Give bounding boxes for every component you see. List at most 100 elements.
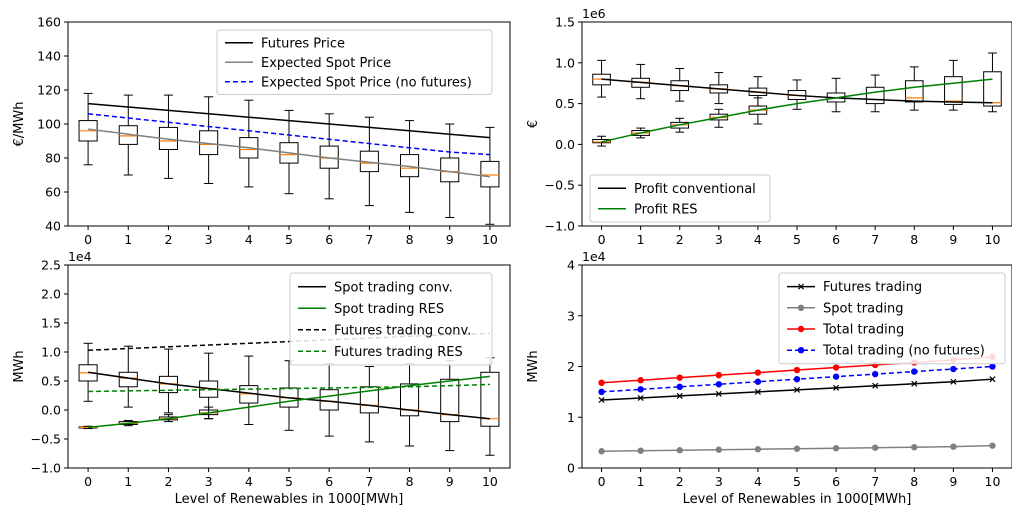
x-tick-label: 4 xyxy=(245,232,253,247)
y-tick-label: 2 xyxy=(567,359,575,374)
x-tick-label: 3 xyxy=(715,474,723,489)
y-tick-label: −1.0 xyxy=(31,461,61,476)
series-point xyxy=(950,378,957,385)
box-plot xyxy=(158,348,178,414)
legend-label: Expected Spot Price xyxy=(261,56,391,71)
series-point xyxy=(598,388,605,396)
series-point xyxy=(911,380,918,387)
series-point xyxy=(598,448,605,455)
series-point xyxy=(833,384,840,391)
box-plot xyxy=(983,52,1002,113)
x-axis-label: Level of Renewables in 1000[MWh] xyxy=(683,492,912,507)
x-tick-label: 10 xyxy=(482,474,498,489)
y-tick-label: 0 xyxy=(567,461,575,476)
x-tick-label: 6 xyxy=(832,474,840,489)
box-plot xyxy=(118,94,138,176)
series-line-3 xyxy=(88,332,490,352)
box-plot xyxy=(826,77,846,113)
y-tick-label: 2.5 xyxy=(41,258,61,273)
x-tick-label: 0 xyxy=(598,232,606,247)
legend-marker xyxy=(798,283,804,290)
x-tick-label: 1 xyxy=(124,232,132,247)
series-point xyxy=(637,386,644,393)
series-point xyxy=(989,442,996,449)
legend-label: Total trading (no futures) xyxy=(822,344,985,359)
x-tick-label: 8 xyxy=(406,474,414,489)
legend: Spot trading conv. Spot trading RES Future… xyxy=(289,272,493,366)
legend-label: Spot trading conv. xyxy=(334,280,453,295)
x-tick-label: 3 xyxy=(715,232,723,247)
x-tick-label: 7 xyxy=(365,474,373,489)
series-point xyxy=(871,370,879,378)
y-axis-label: €/MWh xyxy=(12,102,27,147)
box-plot xyxy=(319,363,339,437)
x-tick-label: 2 xyxy=(164,232,172,247)
y-tick-label: 1.5 xyxy=(555,15,575,30)
series-point xyxy=(793,366,801,374)
y-axis-label: € xyxy=(526,120,541,128)
legend-label: Spot trading xyxy=(823,301,903,316)
series-line-1 xyxy=(88,102,490,139)
series-point xyxy=(637,447,644,454)
series-point xyxy=(832,364,840,371)
box-body xyxy=(440,157,460,183)
box-plot xyxy=(239,99,259,188)
axis-offset-label: 1e4 xyxy=(68,249,92,264)
box-plot xyxy=(279,109,299,195)
box-body xyxy=(279,142,299,164)
x-tick-label: 3 xyxy=(205,232,213,247)
series-point xyxy=(637,394,644,401)
series-point xyxy=(637,377,644,384)
chart-panel-2: −1.0 −0.5 0.0 0.5 1.0 1.5 0 1 2 3 4 5 6 7 8 9 10 1e6 € Prof… xyxy=(526,6,1012,247)
x-tick-label: 6 xyxy=(325,232,333,247)
series-point xyxy=(911,443,918,451)
x-tick-label: 4 xyxy=(754,232,762,247)
chart-panel-1: 40 60 80 100 120 140 160 0 1 2 3 4 5 6 7 8 9 10 €/MWh Futur… xyxy=(12,15,511,247)
y-tick-label: −0.5 xyxy=(545,178,575,193)
series-point xyxy=(793,445,801,452)
series-point xyxy=(715,446,723,453)
legend-frame xyxy=(216,29,493,95)
box-plot xyxy=(904,66,924,111)
box-plot xyxy=(631,127,650,139)
y-axis-label: MWh xyxy=(526,350,541,382)
y-tick-label: 80 xyxy=(45,151,61,166)
y-tick-label: 60 xyxy=(45,185,61,200)
x-tick-label: 5 xyxy=(793,232,801,247)
y-tick-label: 160 xyxy=(37,15,61,30)
x-tick-label: 2 xyxy=(676,474,684,489)
y-tick-label: 3 xyxy=(567,308,575,323)
series-point xyxy=(832,445,840,452)
box-plot xyxy=(709,108,729,128)
box-plot xyxy=(279,360,299,431)
legend-marker xyxy=(797,325,805,333)
series-point xyxy=(793,386,801,393)
y-tick-label: 120 xyxy=(37,83,61,98)
box-plot xyxy=(592,135,611,147)
series-line-2 xyxy=(87,128,491,178)
legend-frame xyxy=(589,174,771,223)
series-line-1 xyxy=(601,78,993,104)
box-body xyxy=(865,86,885,105)
x-tick-label: 5 xyxy=(285,232,293,247)
x-tick-label: 8 xyxy=(910,232,918,247)
series-point xyxy=(871,444,879,451)
chart-panel-3: −1.0 −0.5 0.0 0.5 1.0 1.5 2.0 2.5 0 1 2 3 4 5 6 7 8 9 10 1e… xyxy=(12,249,511,507)
series-point xyxy=(715,371,723,379)
legend-label: Profit conventional xyxy=(634,182,756,197)
legend-label: Profit RES xyxy=(634,202,698,217)
box-plot xyxy=(400,363,420,447)
series-point xyxy=(754,378,762,385)
series-point xyxy=(989,363,996,370)
legend-label: Futures Price xyxy=(261,36,345,51)
series-point xyxy=(950,443,957,450)
y-tick-label: 140 xyxy=(37,49,61,64)
y-tick-label: 1.0 xyxy=(41,345,61,360)
box-plot xyxy=(239,355,259,425)
x-tick-label: 8 xyxy=(910,474,918,489)
box-plot xyxy=(480,126,500,225)
chart-panel-4: 0 1 2 3 4 0 1 2 3 4 5 6 7 8 9 10 1e4 MWh Level of Renewabl… xyxy=(526,249,1012,507)
x-tick-label: 8 xyxy=(406,232,414,247)
series-point xyxy=(598,379,605,386)
